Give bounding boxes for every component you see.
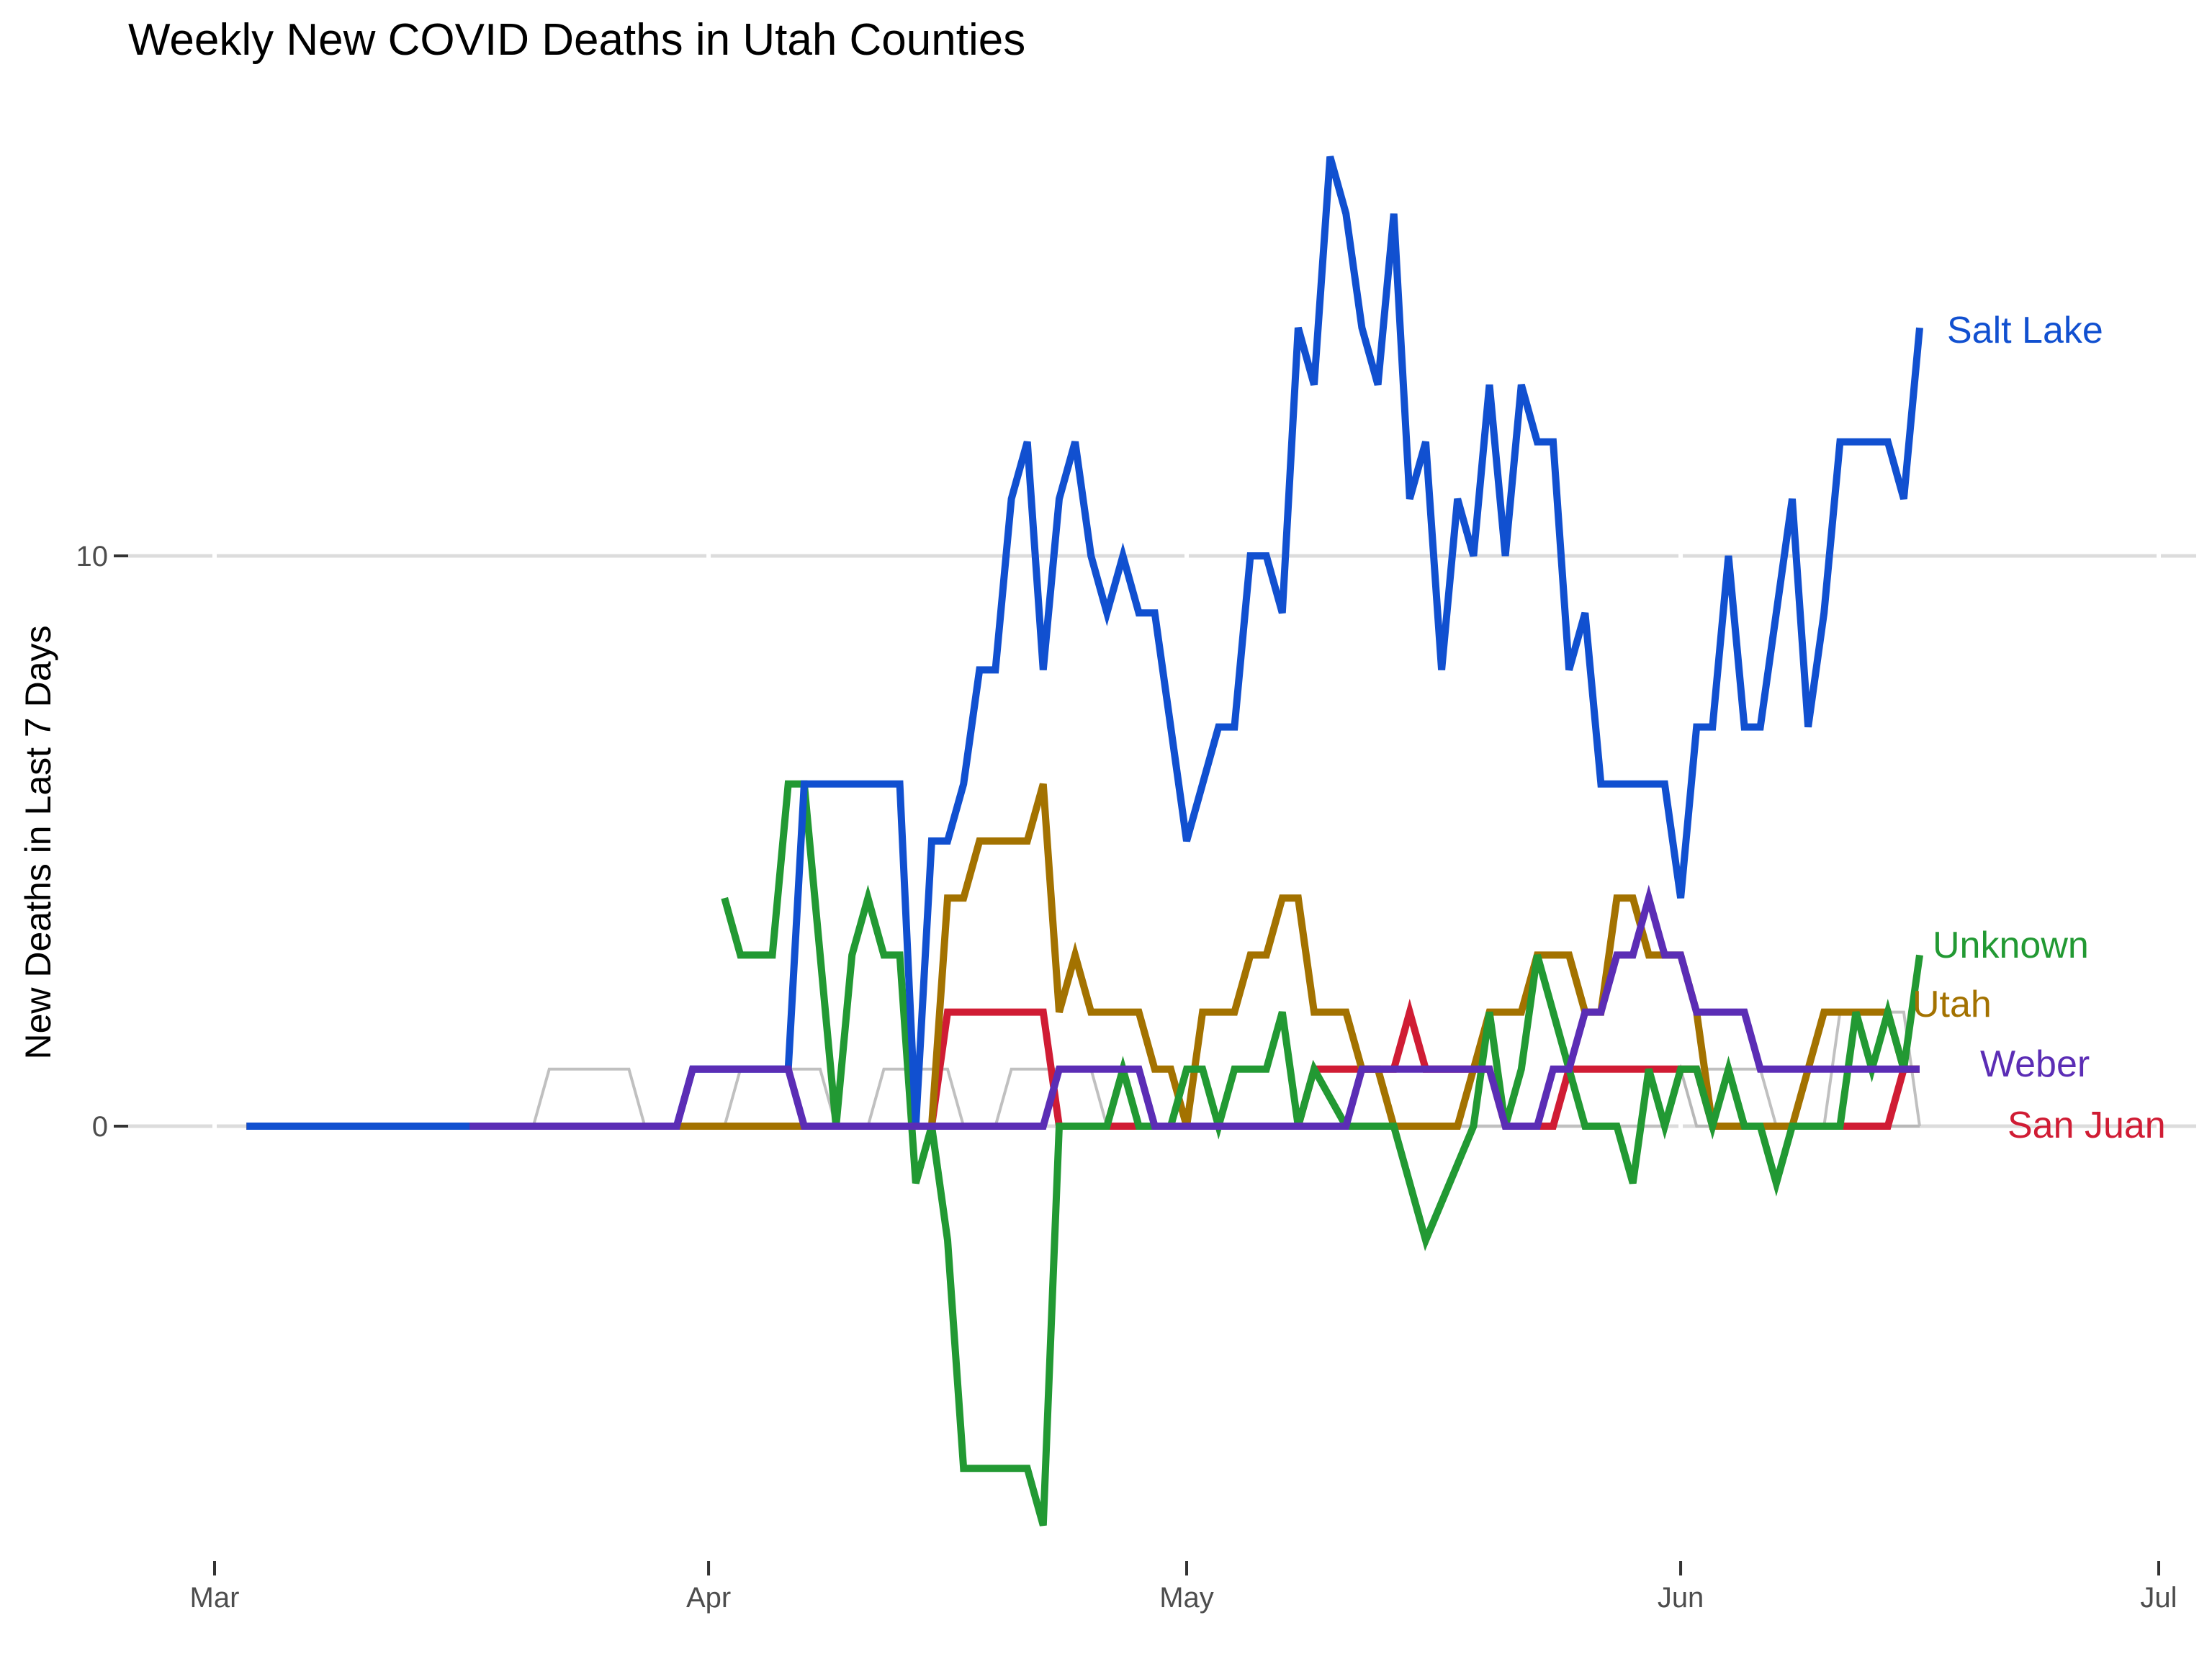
series-label-utah: Utah <box>1912 984 1992 1025</box>
series-lines <box>246 156 1923 1527</box>
series-labels: Salt Lake Unknown Utah Weber San Juan <box>1912 310 2166 1146</box>
x-tick-label-0: Mar <box>190 1582 240 1614</box>
y-axis-label: New Deaths in Last 7 Days <box>18 625 58 1059</box>
series-line-weber <box>469 884 1920 1130</box>
x-tick-label-3: Jun <box>1658 1582 1704 1614</box>
x-tick-label-1: Apr <box>686 1582 731 1614</box>
series-line-salt-lake <box>246 156 1923 1130</box>
series-label-san-juan: San Juan <box>2008 1105 2166 1146</box>
x-tick-label-2: May <box>1159 1582 1214 1614</box>
series-line-unknown <box>721 780 1923 1527</box>
y-tick-label-1: 10 <box>76 541 109 572</box>
x-tick-label-4: Jul <box>2140 1582 2177 1614</box>
series-label-unknown: Unknown <box>1933 925 2089 966</box>
y-tick-label-0: 0 <box>92 1111 108 1143</box>
series-label-salt-lake: Salt Lake <box>1947 310 2103 351</box>
series-label-weber: Weber <box>1980 1043 2090 1085</box>
axes: 0 10 Mar Apr May Jun Jul <box>76 541 2177 1614</box>
chart-title: Weekly New COVID Deaths in Utah Counties <box>128 15 1025 65</box>
